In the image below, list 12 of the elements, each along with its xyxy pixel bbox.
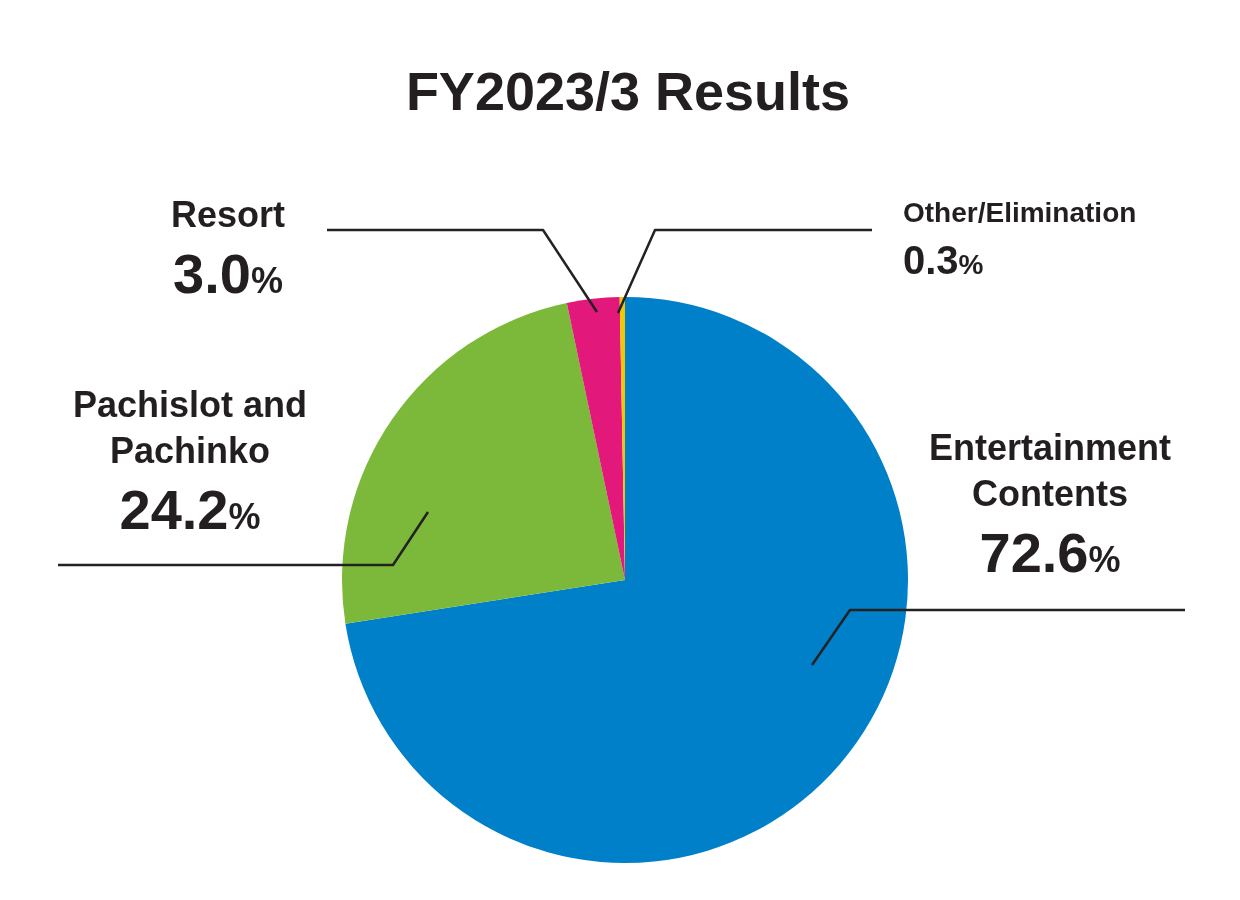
pie-slice bbox=[342, 303, 625, 624]
chart-title: FY2023/3 Results bbox=[404, 60, 852, 122]
data-label: 3.0% bbox=[173, 242, 283, 305]
data-label: 24.2% bbox=[119, 478, 261, 541]
slice-label: Other/Elimination bbox=[903, 197, 1137, 228]
slice-label: Resort bbox=[170, 194, 286, 235]
data-label: 72.6% bbox=[979, 521, 1121, 584]
pie-slice bbox=[345, 297, 908, 863]
data-label: 0.3% bbox=[903, 238, 984, 282]
pie-slice bbox=[566, 297, 625, 580]
slice-label: Pachislot and Pachinko bbox=[72, 384, 308, 471]
slice-label: Entertainment Contents bbox=[928, 427, 1172, 514]
